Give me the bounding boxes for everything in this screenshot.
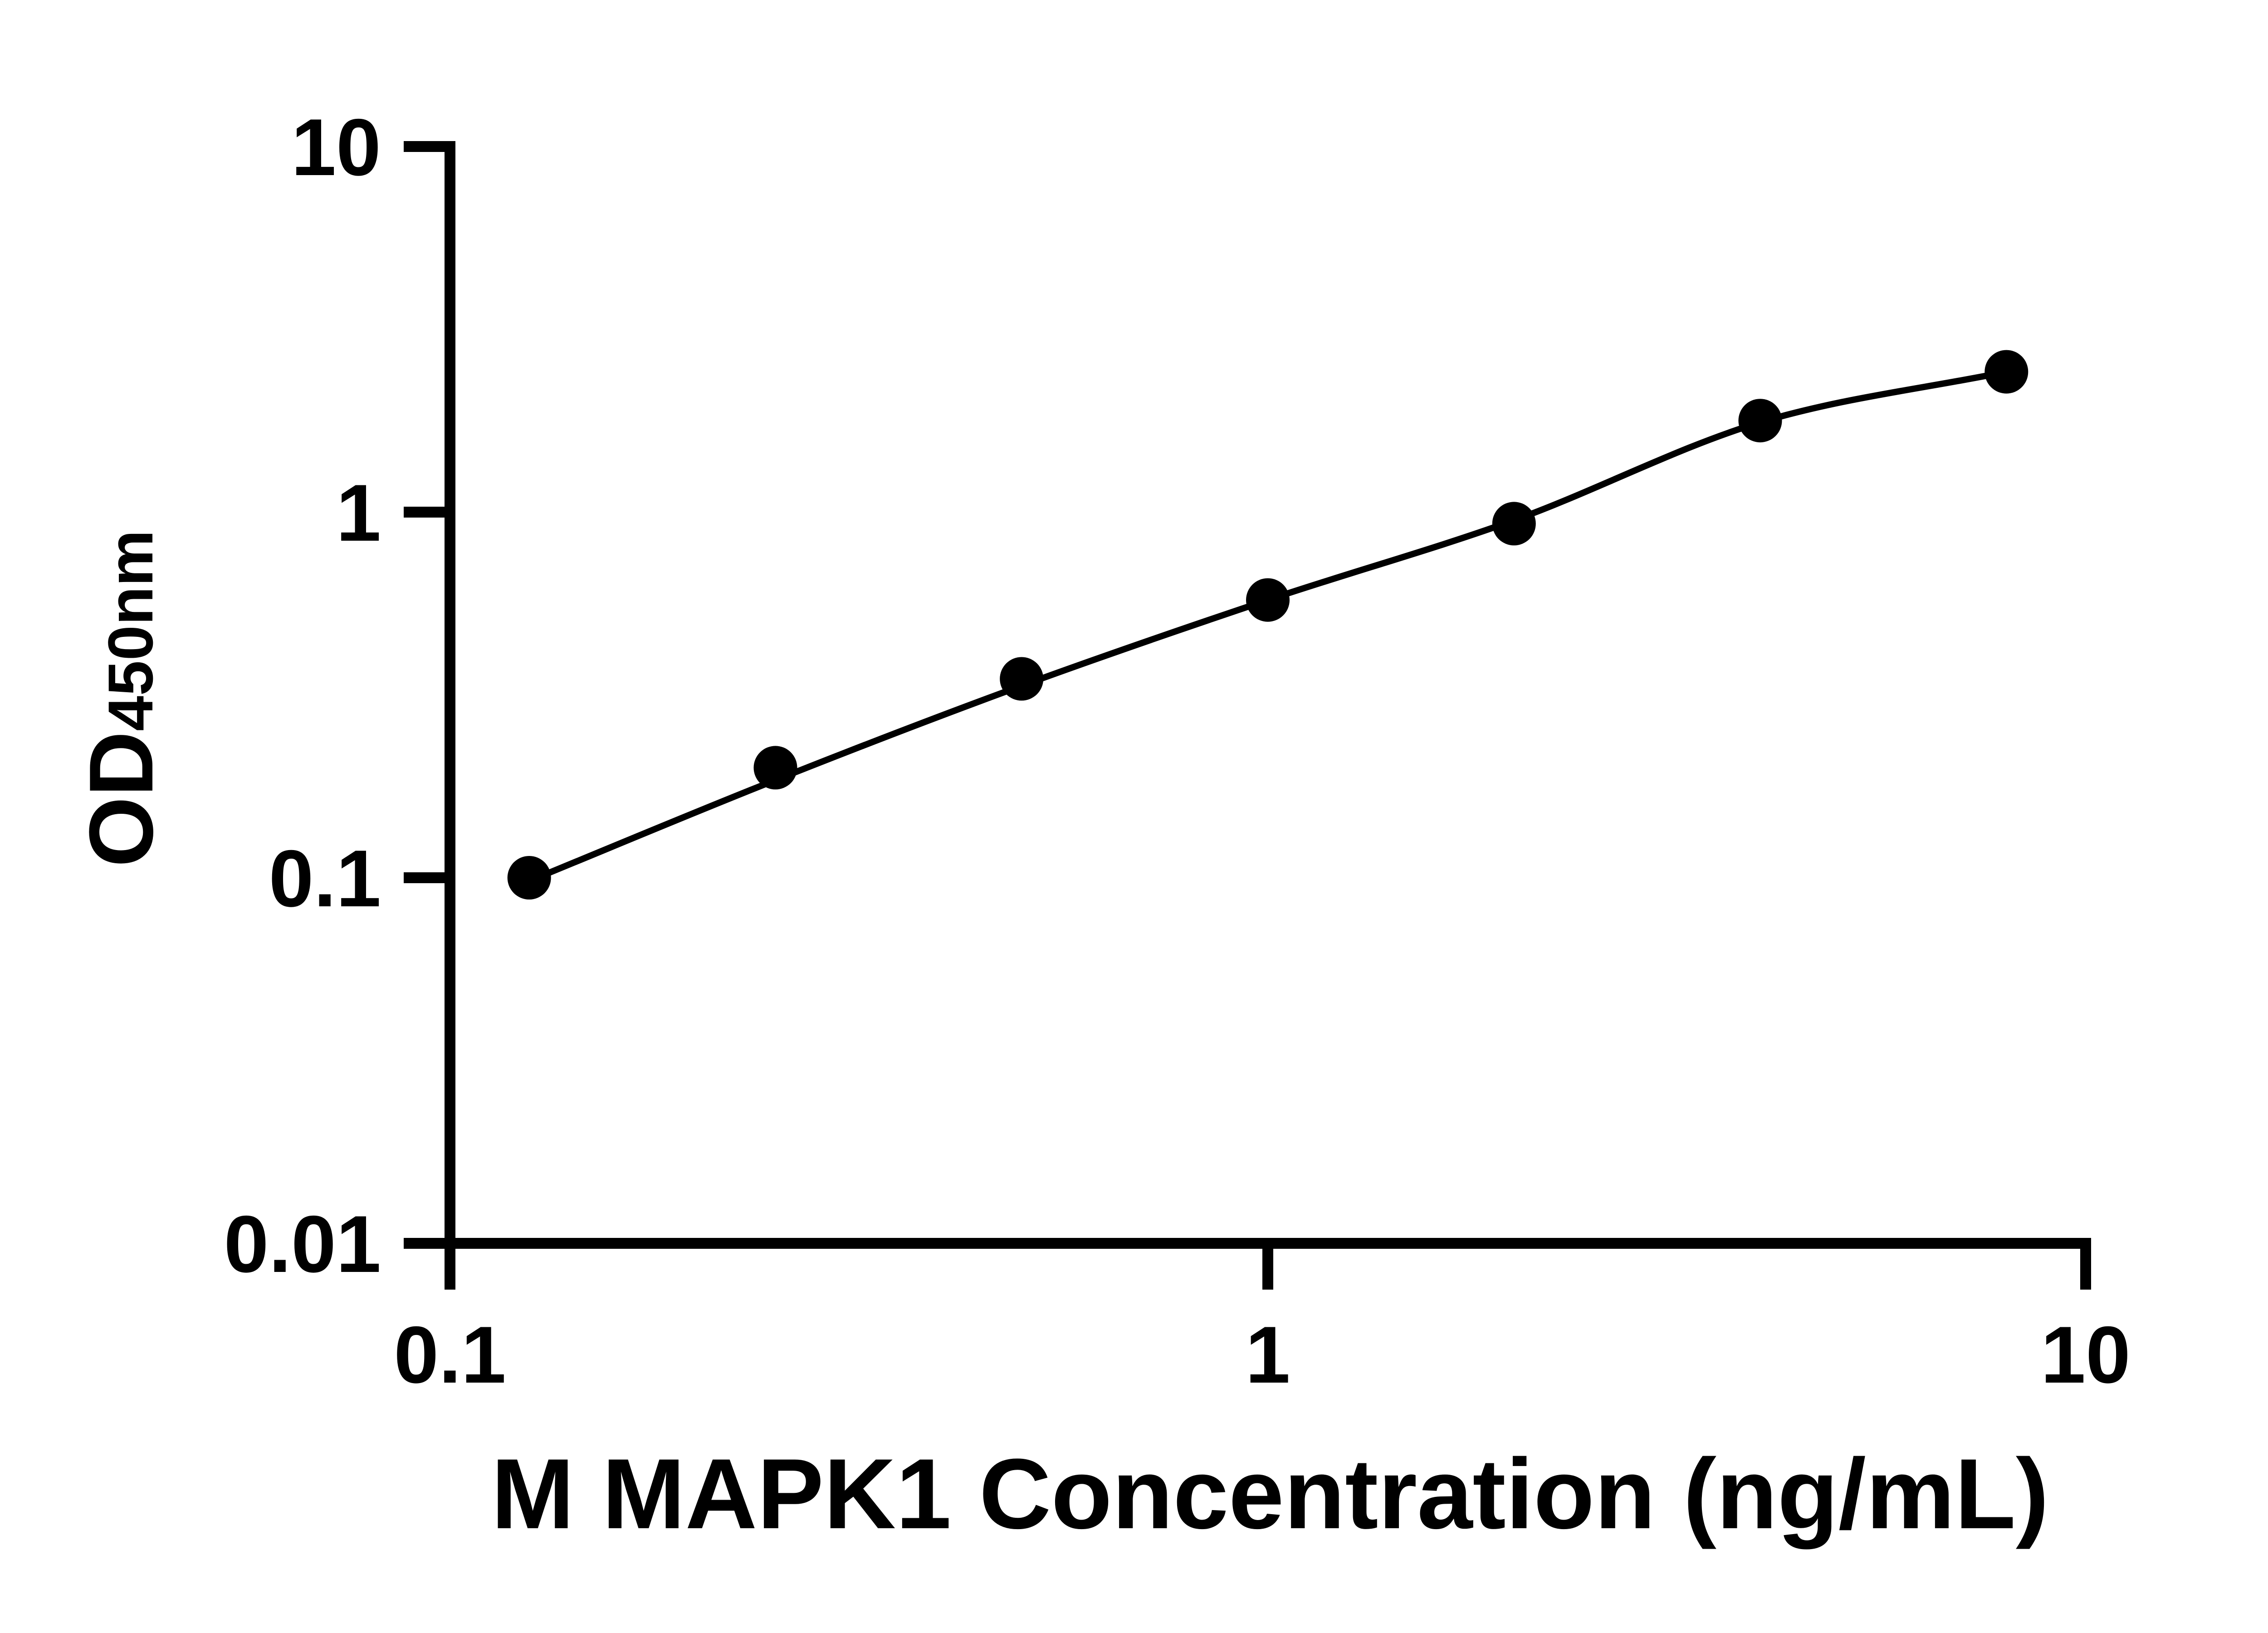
x-tick-label: 1: [1246, 1310, 1290, 1400]
data-point: [1492, 502, 1536, 546]
data-point: [507, 856, 551, 900]
data-point: [1000, 657, 1044, 701]
y-tick-label: 1: [336, 468, 381, 558]
y-axis-title-subscript: 450nm: [95, 530, 166, 731]
y-axis-title-main: OD: [71, 731, 172, 867]
x-tick-label: 10: [2041, 1310, 2131, 1400]
x-tick-label: 0.1: [394, 1310, 506, 1400]
y-tick-labels: 0.01 0.1 1 10: [224, 102, 381, 1289]
data-point: [1738, 399, 1782, 443]
data-point: [753, 746, 797, 790]
y-axis-title: OD450nm: [71, 530, 172, 867]
x-tick-labels: 0.1 1 10: [394, 1310, 2131, 1400]
y-tick-label: 0.01: [224, 1199, 381, 1289]
data-point: [1246, 578, 1290, 622]
data-points: [507, 350, 2028, 900]
x-axis-title: M MAPK1 Concentration (ng/mL): [491, 1438, 2049, 1550]
x-tick-marks: [445, 1249, 2091, 1290]
y-tick-marks: [404, 141, 445, 1249]
y-tick-label: 10: [291, 102, 381, 192]
fit-curve-line: [528, 368, 2007, 884]
data-point: [1984, 350, 2028, 394]
y-tick-label: 0.1: [269, 833, 381, 924]
